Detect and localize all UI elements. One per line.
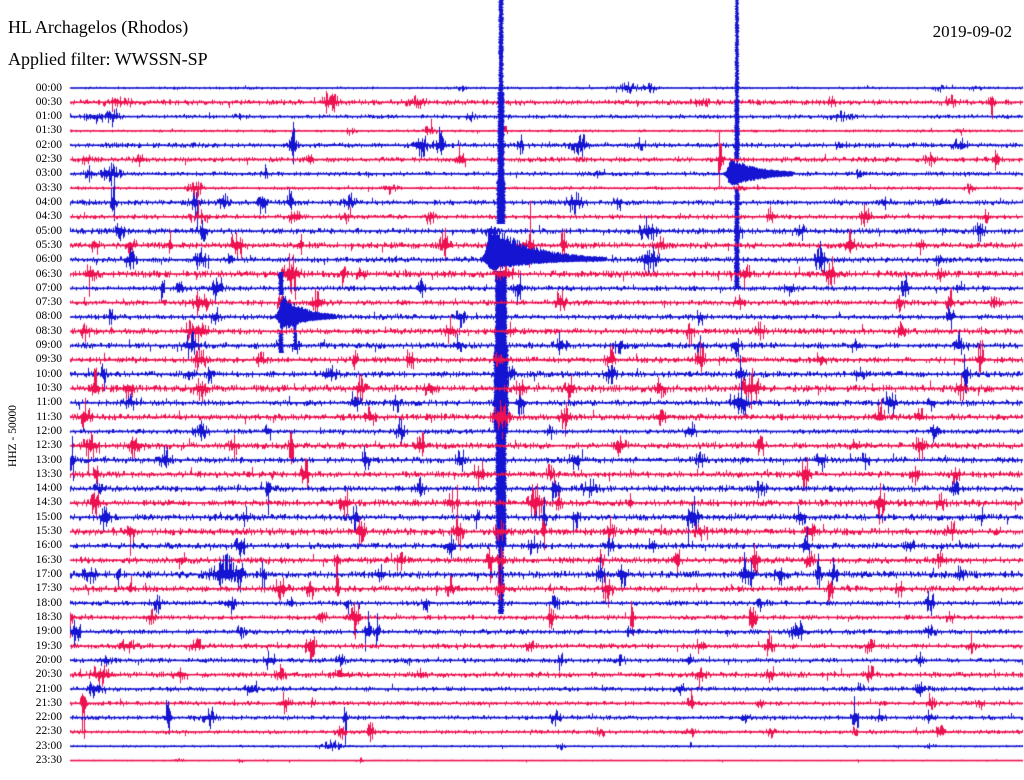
time-label: 00:00 xyxy=(35,81,62,94)
time-label: 05:00 xyxy=(35,224,62,237)
time-label: 20:30 xyxy=(35,668,62,681)
time-label: 04:00 xyxy=(35,195,62,208)
filter-label: Applied filter: WWSSN-SP xyxy=(8,49,208,69)
time-label: 21:30 xyxy=(35,696,62,709)
time-label: 07:00 xyxy=(35,281,62,294)
time-label: 08:30 xyxy=(35,324,62,337)
time-label: 01:00 xyxy=(35,110,62,123)
time-label: 11:00 xyxy=(36,396,62,409)
time-label: 16:30 xyxy=(35,553,62,566)
time-label: 19:30 xyxy=(35,639,62,652)
time-label: 13:30 xyxy=(35,467,62,480)
time-label: 10:30 xyxy=(35,382,62,394)
time-label: 00:30 xyxy=(35,95,62,108)
time-label: 02:30 xyxy=(35,153,62,166)
time-label: 01:30 xyxy=(35,124,62,137)
time-label: 04:30 xyxy=(35,210,62,223)
time-label: 16:00 xyxy=(35,539,62,552)
time-label: 06:30 xyxy=(35,267,62,280)
time-label: 05:30 xyxy=(35,238,62,251)
time-label: 10:00 xyxy=(35,367,62,380)
time-label: 13:00 xyxy=(35,453,62,466)
time-label: 09:00 xyxy=(35,339,62,352)
time-label: 17:30 xyxy=(35,582,62,595)
time-label: 15:00 xyxy=(35,510,62,523)
time-label: 19:00 xyxy=(35,625,62,638)
time-label: 21:00 xyxy=(35,682,62,695)
time-label: 09:30 xyxy=(35,353,62,366)
time-label: 20:00 xyxy=(35,653,62,666)
time-label: 12:30 xyxy=(35,439,62,452)
time-label: 11:30 xyxy=(36,410,62,423)
time-label: 14:00 xyxy=(35,482,62,495)
date-label: 2019-09-02 xyxy=(932,22,1012,41)
time-label: 18:30 xyxy=(35,610,62,623)
time-label: 15:30 xyxy=(35,525,62,538)
station-title: HL Archagelos (Rhodos) xyxy=(8,17,189,37)
time-label: 06:00 xyxy=(35,253,62,266)
time-label: 07:30 xyxy=(35,296,62,309)
time-label: 12:00 xyxy=(35,424,62,437)
time-label: 03:00 xyxy=(35,167,62,180)
time-label: 08:00 xyxy=(35,310,62,323)
time-label: 22:00 xyxy=(35,711,62,724)
time-label: 17:00 xyxy=(35,568,62,581)
time-label: 02:00 xyxy=(35,138,62,151)
time-label: 23:00 xyxy=(35,739,62,752)
time-label: 22:30 xyxy=(35,725,62,738)
time-label: 14:30 xyxy=(35,496,62,509)
time-label: 23:30 xyxy=(35,754,62,767)
time-label: 03:30 xyxy=(35,181,62,194)
time-label: 18:00 xyxy=(35,596,62,609)
